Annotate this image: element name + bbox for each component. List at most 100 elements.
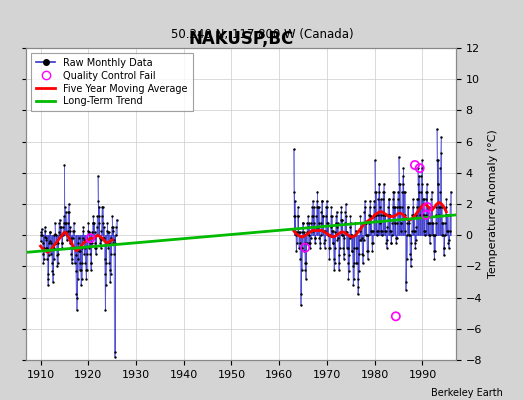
Point [40,244,48,251]
Point [408,212,416,218]
Point [56,232,64,238]
Point [367,227,376,234]
Point [312,224,320,230]
Point [416,212,424,218]
Point [378,212,387,218]
Y-axis label: Temperature Anomaly (°C): Temperature Anomaly (°C) [488,130,498,278]
Point [70,227,78,234]
Point [300,240,309,246]
Point [365,212,373,218]
Point [412,212,421,218]
Point [411,237,420,243]
Point [92,251,100,257]
Point [404,204,412,210]
Point [329,240,337,246]
Point [315,235,324,242]
Point [406,263,414,270]
Point [373,227,381,234]
Point [42,237,51,243]
Point [401,212,409,218]
Point [294,213,302,220]
Point [438,232,446,238]
Point [309,227,318,234]
Point [431,232,440,238]
Point [384,204,392,210]
Point [401,286,410,293]
Point [107,251,115,257]
Point [299,220,307,226]
Point [317,220,325,226]
Point [94,173,102,179]
Point [403,220,411,226]
Point [101,307,110,313]
Point [391,204,399,210]
Point [88,229,96,235]
Point [61,209,70,215]
Point [418,180,427,187]
Point [428,188,436,195]
Point [418,157,426,164]
Point [55,220,63,226]
Point [422,212,430,218]
Point [49,279,57,285]
Point [294,229,303,235]
Point [391,235,400,242]
Point [316,232,325,238]
Point [308,204,316,210]
Point [81,244,89,251]
Point [325,244,334,251]
Point [426,220,434,226]
Point [440,252,448,259]
Point [400,212,408,218]
Point [110,237,118,243]
Point [341,209,350,215]
Point [309,213,317,220]
Point [379,196,387,202]
Point [399,165,408,171]
Point [402,279,410,285]
Point [328,227,336,234]
Point [111,354,119,360]
Point [79,235,87,242]
Point [348,248,357,254]
Point [103,227,111,234]
Point [428,220,436,226]
Point [391,220,400,226]
Point [89,220,97,226]
Point [314,224,322,230]
Point [414,173,423,179]
Point [326,224,335,230]
Point [383,244,391,251]
Point [446,188,455,195]
Point [102,282,110,288]
Point [74,235,83,242]
Point [407,240,416,246]
Point [354,284,363,290]
Point [381,227,390,234]
Point [71,244,79,251]
Point [446,212,454,218]
Point [304,224,312,230]
Point [386,227,394,234]
Point [408,204,417,210]
Point [83,237,92,243]
Point [291,213,299,220]
Point [363,255,372,262]
Point [320,244,329,251]
Point [388,220,397,226]
Point [46,238,54,245]
Point [103,220,112,226]
Text: 50.240 N, 117.800 W (Canada): 50.240 N, 117.800 W (Canada) [171,28,353,41]
Point [298,229,307,235]
Point [45,240,53,246]
Point [94,213,103,220]
Point [346,213,355,220]
Point [342,229,351,235]
Point [300,229,309,235]
Point [419,212,428,218]
Point [416,204,424,210]
Point [291,229,300,235]
Point [415,188,423,195]
Point [84,220,92,226]
Point [385,196,393,202]
